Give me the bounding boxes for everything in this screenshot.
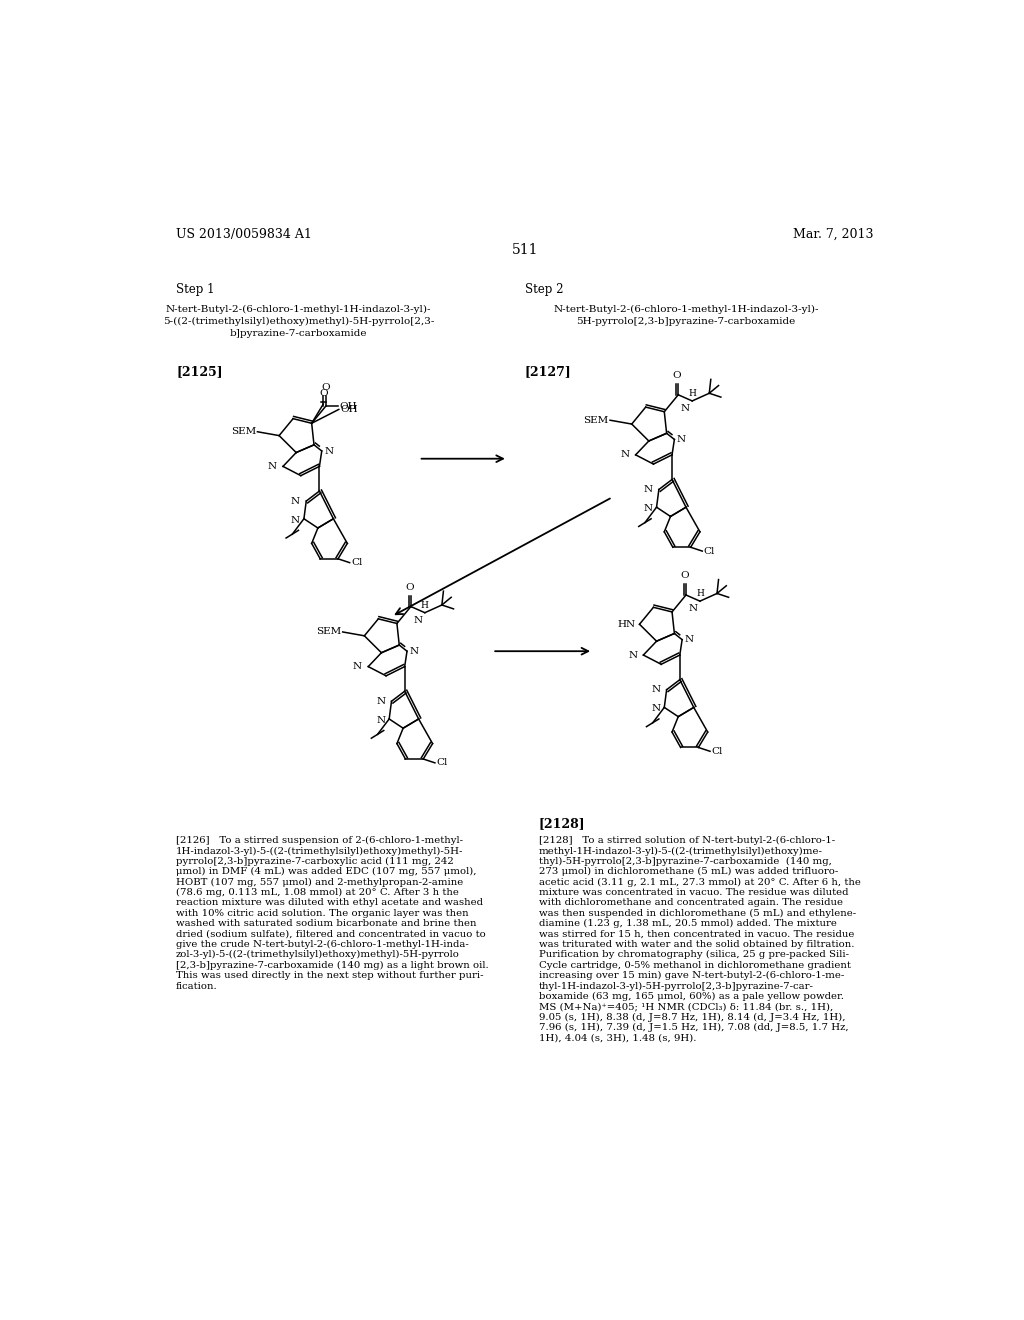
Text: 511: 511 <box>512 243 538 257</box>
Text: SEM: SEM <box>315 627 341 636</box>
Text: give the crude N-tert-butyl-2-(6-chloro-1-methyl-1H-inda-: give the crude N-tert-butyl-2-(6-chloro-… <box>176 940 469 949</box>
Text: [2128]: [2128] <box>539 817 586 830</box>
Text: [2127]: [2127] <box>524 364 571 378</box>
Text: thyl)-5H-pyrrolo[2,3-b]pyrazine-7-carboxamide  (140 mg,: thyl)-5H-pyrrolo[2,3-b]pyrazine-7-carbox… <box>539 857 831 866</box>
Text: Purification by chromatography (silica, 25 g pre-packed Sili-: Purification by chromatography (silica, … <box>539 950 849 960</box>
Text: zol-3-yl)-5-((2-(trimethylsilyl)ethoxy)methyl)-5H-pyrrolo: zol-3-yl)-5-((2-(trimethylsilyl)ethoxy)m… <box>176 950 460 960</box>
Text: OH: OH <box>340 405 358 414</box>
Text: [2125]: [2125] <box>176 364 222 378</box>
Text: US 2013/0059834 A1: US 2013/0059834 A1 <box>176 227 312 240</box>
Text: N: N <box>324 446 333 455</box>
Text: fication.: fication. <box>176 982 218 990</box>
Text: HOBT (107 mg, 557 μmol) and 2-methylpropan-2-amine: HOBT (107 mg, 557 μmol) and 2-methylprop… <box>176 878 463 887</box>
Text: N: N <box>677 436 686 444</box>
Text: with dichloromethane and concentrated again. The residue: with dichloromethane and concentrated ag… <box>539 899 843 907</box>
Text: N: N <box>684 635 693 644</box>
Text: Cl: Cl <box>712 747 723 756</box>
Text: acetic acid (3.11 g, 2.1 mL, 27.3 mmol) at 20° C. After 6 h, the: acetic acid (3.11 g, 2.1 mL, 27.3 mmol) … <box>539 878 860 887</box>
Text: N: N <box>410 647 419 656</box>
Text: 7.96 (s, 1H), 7.39 (d, J=1.5 Hz, 1H), 7.08 (dd, J=8.5, 1.7 Hz,: 7.96 (s, 1H), 7.39 (d, J=1.5 Hz, 1H), 7.… <box>539 1023 848 1032</box>
Text: N: N <box>291 516 300 525</box>
Text: SEM: SEM <box>584 416 608 425</box>
Text: diamine (1.23 g, 1.38 mL, 20.5 mmol) added. The mixture: diamine (1.23 g, 1.38 mL, 20.5 mmol) add… <box>539 919 837 928</box>
Text: [2126]   To a stirred suspension of 2-(6-chloro-1-methyl-: [2126] To a stirred suspension of 2-(6-c… <box>176 836 463 845</box>
Text: boxamide (63 mg, 165 μmol, 60%) as a pale yellow powder.: boxamide (63 mg, 165 μmol, 60%) as a pal… <box>539 991 844 1001</box>
Text: dried (sodium sulfate), filtered and concentrated in vacuo to: dried (sodium sulfate), filtered and con… <box>176 929 485 939</box>
Text: SEM: SEM <box>230 428 256 436</box>
Text: N: N <box>353 663 362 671</box>
Text: with 10% citric acid solution. The organic layer was then: with 10% citric acid solution. The organ… <box>176 908 469 917</box>
Text: was then suspended in dichloromethane (5 mL) and ethylene-: was then suspended in dichloromethane (5… <box>539 908 856 917</box>
Text: 1H), 4.04 (s, 3H), 1.48 (s, 9H).: 1H), 4.04 (s, 3H), 1.48 (s, 9H). <box>539 1034 696 1043</box>
Text: O: O <box>680 572 689 581</box>
Text: O: O <box>322 383 330 392</box>
Text: H: H <box>688 389 696 397</box>
Text: O: O <box>406 583 414 591</box>
Text: was stirred for 15 h, then concentrated in vacuo. The residue: was stirred for 15 h, then concentrated … <box>539 929 854 939</box>
Text: [2128]   To a stirred solution of N-tert-butyl-2-(6-chloro-1-: [2128] To a stirred solution of N-tert-b… <box>539 836 835 845</box>
Text: 1H-indazol-3-yl)-5-((2-(trimethylsilyl)ethoxy)methyl)-5H-: 1H-indazol-3-yl)-5-((2-(trimethylsilyl)e… <box>176 846 464 855</box>
Text: N-tert-Butyl-2-(6-chloro-1-methyl-1H-indazol-3-yl)-
5-((2-(trimethylsilyl)ethoxy: N-tert-Butyl-2-(6-chloro-1-methyl-1H-ind… <box>163 305 434 338</box>
Text: OH: OH <box>340 401 357 411</box>
Text: Step 1: Step 1 <box>176 284 215 296</box>
Text: N-tert-Butyl-2-(6-chloro-1-methyl-1H-indazol-3-yl)-
5H-pyrrolo[2,3-b]pyrazine-7-: N-tert-Butyl-2-(6-chloro-1-methyl-1H-ind… <box>553 305 819 326</box>
Text: μmol) in DMF (4 mL) was added EDC (107 mg, 557 μmol),: μmol) in DMF (4 mL) was added EDC (107 m… <box>176 867 476 876</box>
Text: Step 2: Step 2 <box>524 284 563 296</box>
Text: N: N <box>681 404 690 413</box>
Text: N: N <box>376 715 385 725</box>
Text: N: N <box>621 450 630 459</box>
Text: O: O <box>673 371 681 380</box>
Text: Mar. 7, 2013: Mar. 7, 2013 <box>793 227 873 240</box>
Text: N: N <box>628 651 637 660</box>
Text: was triturated with water and the solid obtained by filtration.: was triturated with water and the solid … <box>539 940 854 949</box>
Text: N: N <box>291 496 300 506</box>
Text: Cl: Cl <box>703 546 715 556</box>
Text: N: N <box>267 462 276 471</box>
Text: pyrrolo[2,3-b]pyrazine-7-carboxylic acid (111 mg, 242: pyrrolo[2,3-b]pyrazine-7-carboxylic acid… <box>176 857 454 866</box>
Text: Cl: Cl <box>436 759 447 767</box>
Text: (78.6 mg, 0.113 mL, 1.08 mmol) at 20° C. After 3 h the: (78.6 mg, 0.113 mL, 1.08 mmol) at 20° C.… <box>176 888 459 898</box>
Text: MS (M+Na)⁺=405; ¹H NMR (CDCl₃) δ: 11.84 (br. s., 1H),: MS (M+Na)⁺=405; ¹H NMR (CDCl₃) δ: 11.84 … <box>539 1002 833 1011</box>
Text: methyl-1H-indazol-3-yl)-5-((2-(trimethylsilyl)ethoxy)me-: methyl-1H-indazol-3-yl)-5-((2-(trimethyl… <box>539 846 822 855</box>
Text: N: N <box>643 484 652 494</box>
Text: 9.05 (s, 1H), 8.38 (d, J=8.7 Hz, 1H), 8.14 (d, J=3.4 Hz, 1H),: 9.05 (s, 1H), 8.38 (d, J=8.7 Hz, 1H), 8.… <box>539 1012 845 1022</box>
Text: N: N <box>414 615 423 624</box>
Text: Cycle cartridge, 0-5% methanol in dichloromethane gradient: Cycle cartridge, 0-5% methanol in dichlo… <box>539 961 851 970</box>
Text: N: N <box>643 504 652 513</box>
Text: mixture was concentrated in vacuo. The residue was diluted: mixture was concentrated in vacuo. The r… <box>539 888 848 898</box>
Text: N: N <box>651 705 660 713</box>
Text: N: N <box>688 605 697 614</box>
Text: N: N <box>651 685 660 694</box>
Text: 273 μmol) in dichloromethane (5 mL) was added trifluoro-: 273 μmol) in dichloromethane (5 mL) was … <box>539 867 838 876</box>
Text: N: N <box>376 697 385 706</box>
Text: thyl-1H-indazol-3-yl)-5H-pyrrolo[2,3-b]pyrazine-7-car-: thyl-1H-indazol-3-yl)-5H-pyrrolo[2,3-b]p… <box>539 982 814 990</box>
Text: H: H <box>696 589 703 598</box>
Text: H: H <box>421 601 429 610</box>
Text: increasing over 15 min) gave N-tert-butyl-2-(6-chloro-1-me-: increasing over 15 min) gave N-tert-buty… <box>539 972 844 981</box>
Text: O: O <box>319 389 328 397</box>
Text: washed with saturated sodium bicarbonate and brine then: washed with saturated sodium bicarbonate… <box>176 919 476 928</box>
Text: Cl: Cl <box>351 558 362 568</box>
Text: This was used directly in the next step without further puri-: This was used directly in the next step … <box>176 972 483 981</box>
Text: [2,3-b]pyrazine-7-carboxamide (140 mg) as a light brown oil.: [2,3-b]pyrazine-7-carboxamide (140 mg) a… <box>176 961 488 970</box>
Text: HN: HN <box>617 620 636 628</box>
Text: reaction mixture was diluted with ethyl acetate and washed: reaction mixture was diluted with ethyl … <box>176 899 483 907</box>
